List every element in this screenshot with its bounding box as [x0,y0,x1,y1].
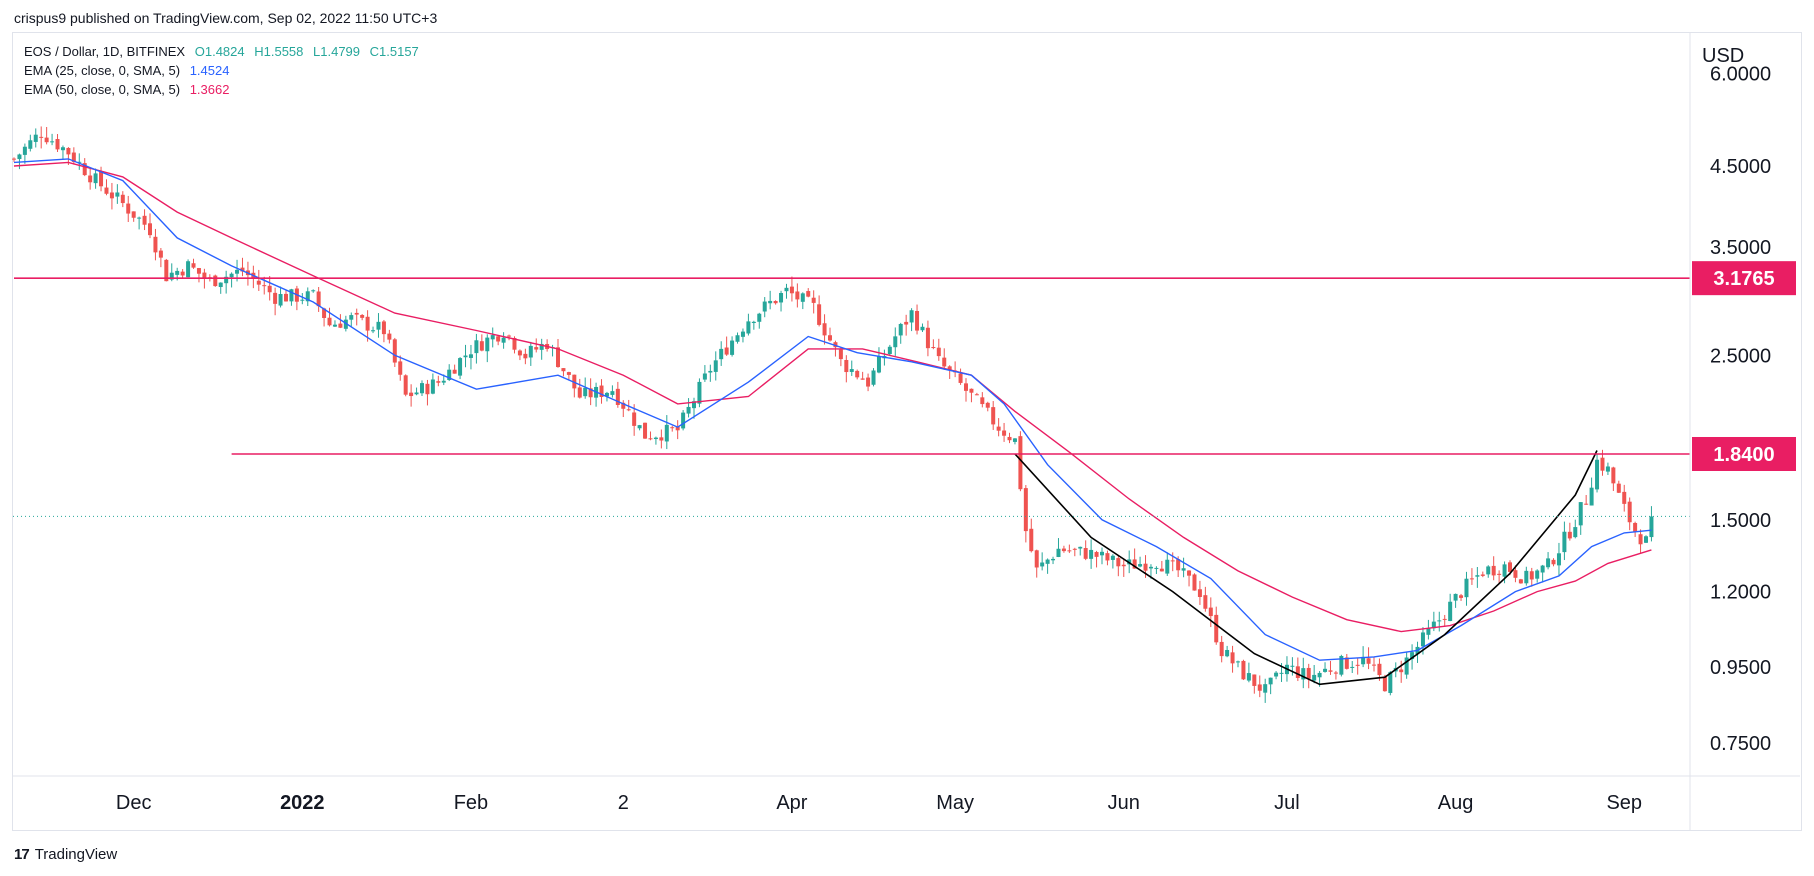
published-by: crispus9 published on TradingView.com, S… [14,10,438,26]
open-value: O1.4824 [194,44,245,59]
symbol-label[interactable]: EOS / Dollar, 1D, BITFINEX [24,44,186,59]
legend-symbol-row: EOS / Dollar, 1D, BITFINEX O1.4824 H1.55… [24,42,419,61]
ema50-label: EMA (50, close, 0, SMA, 5) [24,82,181,97]
low-value: L1.4799 [313,44,361,59]
ema50-value: 1.3662 [189,82,230,97]
tradingview-logo-icon: 17 [14,846,30,863]
close-value: C1.5157 [369,44,419,59]
ema25-value: 1.4524 [189,63,230,78]
high-value: H1.5558 [254,44,304,59]
legend-ema50-row[interactable]: EMA (50, close, 0, SMA, 5) 1.3662 [24,80,419,99]
chart-legend: EOS / Dollar, 1D, BITFINEX O1.4824 H1.55… [24,42,419,99]
chart-frame [12,32,1802,831]
ema25-label: EMA (25, close, 0, SMA, 5) [24,63,181,78]
tradingview-footer[interactable]: 17 TradingView [14,846,117,863]
legend-ema25-row[interactable]: EMA (25, close, 0, SMA, 5) 1.4524 [24,61,419,80]
tradingview-brand: TradingView [34,846,118,863]
